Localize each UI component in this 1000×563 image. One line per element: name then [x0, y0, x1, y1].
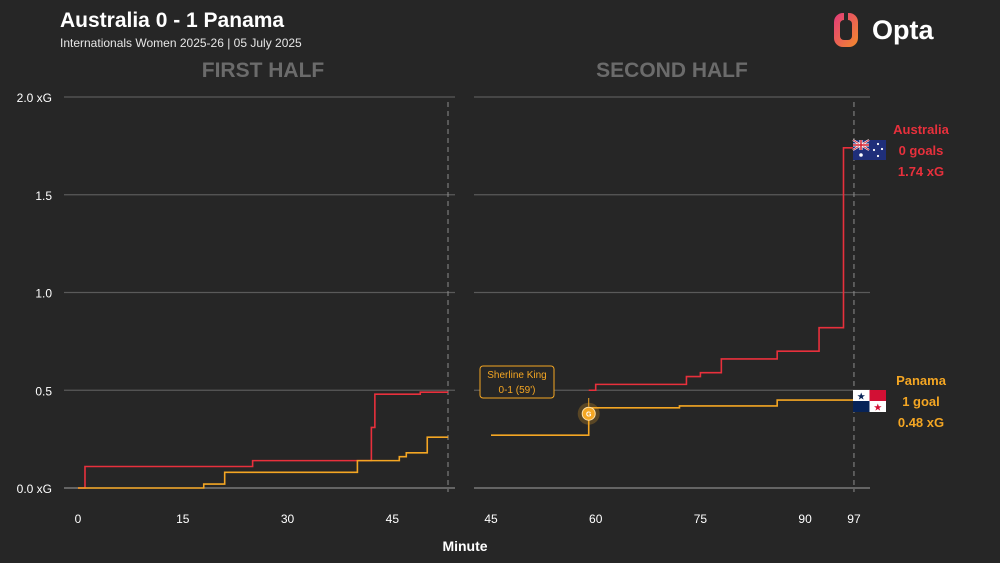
australia-end-label: 0 goals: [899, 143, 944, 158]
panel-title: FIRST HALF: [202, 59, 325, 82]
x-tick-label: 30: [281, 512, 295, 526]
panama-end-label: 1 goal: [902, 394, 940, 409]
y-tick-label: 0.5: [35, 384, 52, 398]
panama-second-half-line: [491, 399, 854, 437]
australia-second-half-line: [588, 147, 854, 392]
y-tick-label: 0.0 xG: [17, 482, 52, 496]
x-tick-label: 75: [694, 512, 708, 526]
chart-title: Australia 0 - 1 Panama: [60, 9, 285, 32]
y-tick-label: 1.0: [35, 287, 52, 301]
panama-first-half-line: [78, 436, 449, 489]
goal-marker-label: G: [586, 412, 592, 419]
opta-logo: Opta: [828, 10, 938, 50]
y-tick-label: 2.0 xG: [17, 91, 52, 105]
goal-marker: [581, 406, 596, 421]
x-tick-label: 97: [847, 512, 861, 526]
panama-end-label: 0.48 xG: [898, 415, 944, 430]
goal-callout-text: 0-1 (59'): [499, 385, 536, 396]
goal-callout-box: [479, 365, 555, 399]
opta-wordmark: Opta: [872, 15, 934, 45]
y-tick-label: 1.5: [35, 189, 52, 203]
australia-end-label: 1.74 xG: [898, 164, 944, 179]
panama-flag-icon: [853, 390, 886, 412]
australia-flag-icon: [852, 139, 886, 160]
australia-end-label: Australia: [893, 122, 949, 137]
x-tick-label: 45: [484, 512, 498, 526]
x-axis-label: Minute: [442, 538, 487, 554]
x-tick-label: 45: [386, 512, 400, 526]
x-tick-label: 0: [75, 512, 82, 526]
opta-logo-icon: [834, 13, 858, 47]
panama-end-label: Panama: [896, 373, 947, 388]
panel-title: SECOND HALF: [596, 59, 748, 82]
australia-first-half-line: [78, 391, 449, 489]
goal-callout-text: Sherline King: [487, 370, 546, 381]
x-tick-label: 60: [589, 512, 603, 526]
x-tick-label: 90: [798, 512, 812, 526]
chart-subtitle: Internationals Women 2025-26 | 05 July 2…: [60, 36, 302, 50]
x-tick-label: 15: [176, 512, 190, 526]
